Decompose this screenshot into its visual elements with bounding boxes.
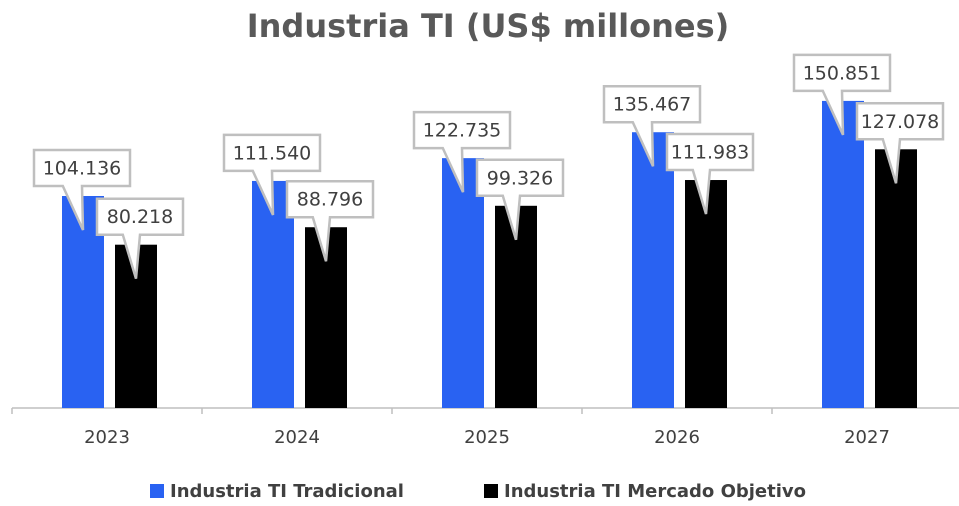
data-label: 150.851 [803, 62, 882, 84]
bar [632, 132, 674, 408]
bar [252, 180, 294, 408]
data-label: 127.078 [861, 111, 940, 133]
bar [442, 158, 484, 408]
data-label-callout [95, 197, 185, 280]
data-label: 80.218 [107, 206, 173, 228]
data-label: 135.467 [613, 94, 692, 116]
data-label: 99.326 [487, 167, 553, 189]
legend-swatch [484, 484, 498, 498]
data-label-callout [855, 102, 945, 184]
data-label: 111.983 [671, 142, 750, 164]
data-label: 88.796 [297, 189, 363, 211]
data-label-callout [32, 148, 132, 231]
x-tick-label: 2027 [844, 427, 890, 448]
data-label: 104.136 [43, 158, 122, 180]
bar [685, 180, 727, 408]
legend-swatch [150, 484, 164, 498]
data-label-callout [602, 84, 702, 167]
data-label-callout [792, 53, 892, 136]
x-tick-label: 2023 [84, 427, 130, 448]
data-label: 111.540 [233, 142, 312, 164]
data-label-callout [412, 110, 512, 193]
legend-label: Industria TI Tradicional [170, 481, 404, 502]
data-label-callout [222, 133, 322, 216]
chart-title: Industria TI (US$ millones) [247, 7, 730, 45]
bar [875, 149, 917, 409]
legend-label: Industria TI Mercado Objetivo [504, 481, 806, 502]
data-label: 122.735 [423, 120, 502, 142]
x-tick-label: 2024 [274, 427, 320, 448]
x-tick-label: 2026 [654, 427, 700, 448]
x-tick-label: 2025 [464, 427, 510, 448]
bar [822, 100, 864, 408]
data-label-callout [475, 158, 565, 241]
data-label-callout [285, 179, 375, 262]
data-label-callout [665, 132, 755, 215]
